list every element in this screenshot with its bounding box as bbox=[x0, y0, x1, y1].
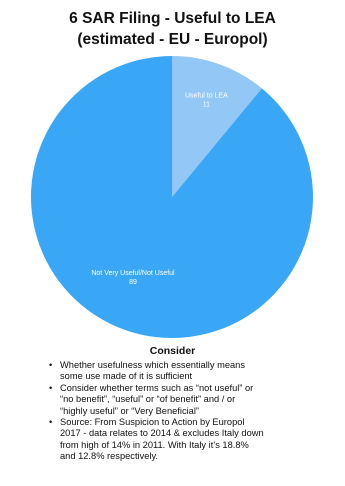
pie-slices bbox=[30, 56, 314, 338]
slice-name-label: Useful to LEA bbox=[185, 92, 228, 99]
consider-item-line: Whether usefulness which essentially mea… bbox=[60, 360, 245, 370]
pie-labels: Useful to LEA 11 Not Very Useful/Not Usefu… bbox=[91, 92, 228, 286]
consider-item: • Whether usefulness which essentially m… bbox=[49, 360, 335, 383]
bullet-icon: • bbox=[49, 382, 53, 393]
consider-item-line: and 12.8% respectively. bbox=[60, 451, 159, 462]
consider-item-line: “no benefit”, “useful” or “of benefit” a… bbox=[60, 394, 236, 405]
slice-name-label: Not Very Useful/Not Useful bbox=[91, 270, 175, 277]
consider-item-line: 2017 - data relates to 2014 & excludes I… bbox=[60, 428, 264, 439]
consider-item: • Consider whether terms such as “not us… bbox=[49, 382, 335, 417]
bullet-icon: • bbox=[49, 417, 53, 428]
consider-item-line: from high of 14% in 2011. With Italy it’… bbox=[60, 439, 249, 450]
consider-item: • Source: From Suspicion to Action by Eu… bbox=[49, 417, 335, 463]
slice-value-label: 11 bbox=[203, 101, 210, 108]
consider-item-line: Source: From Suspicion to Action by Euro… bbox=[60, 417, 245, 428]
consider-item-line: Consider whether terms such as “not usef… bbox=[60, 382, 254, 393]
consider-panel: Consider • Whether usefulness which esse… bbox=[0, 345, 345, 463]
chart-title-line-1: 6 SAR Filing - Useful to LEA bbox=[69, 10, 276, 27]
consider-item-line: some use made of it is sufficient bbox=[60, 371, 193, 382]
pie-slice bbox=[172, 56, 262, 197]
bullet-icon: • bbox=[49, 360, 53, 370]
consider-heading: Consider bbox=[149, 345, 196, 357]
chart-title-line-2: (estimated - EU - Europol) bbox=[77, 31, 268, 48]
pie-slice bbox=[30, 56, 314, 338]
consider-item-line: “highly useful” or “Very Beneficial” bbox=[60, 405, 199, 416]
chart-title: 6 SAR Filing - Useful to LEA (estimated … bbox=[0, 8, 345, 50]
consider-list: • Whether usefulness which essentially m… bbox=[0, 360, 345, 463]
slice-value-label: 89 bbox=[129, 279, 137, 286]
